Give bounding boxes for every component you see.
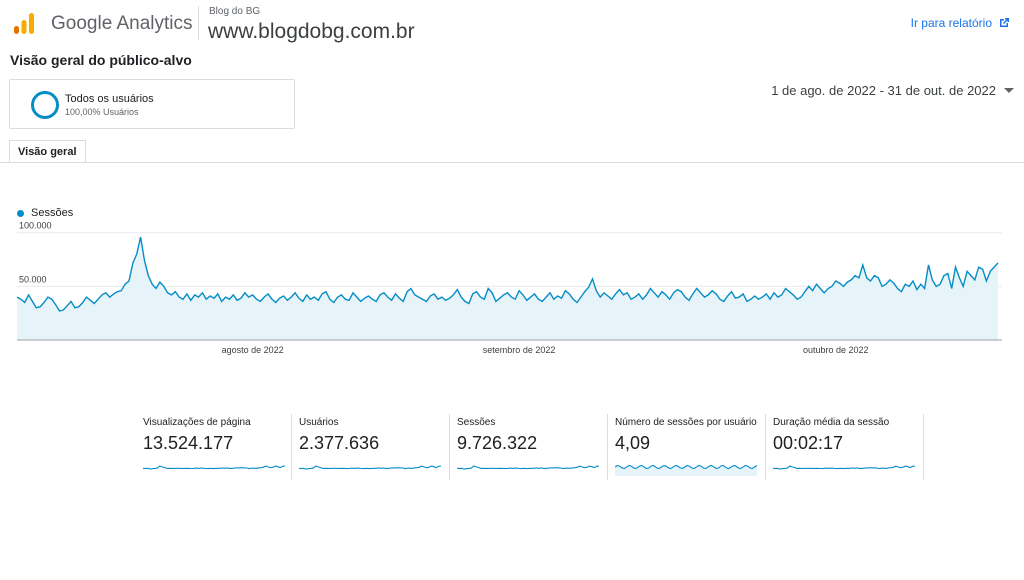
segment-name: Todos os usuários <box>65 93 154 105</box>
metric-sparkline <box>615 464 757 476</box>
header-divider <box>198 6 199 40</box>
x-tick-label: setembro de 2022 <box>483 345 556 355</box>
metric-divider <box>765 414 766 480</box>
property-label[interactable]: Blog do BG <box>209 6 261 17</box>
metric-label: Visualizações de página <box>143 417 251 428</box>
metric-divider <box>923 414 924 480</box>
analytics-logo-icon[interactable] <box>12 12 36 36</box>
metric-value: 9.726.322 <box>457 433 538 453</box>
metric-label: Usuários <box>299 417 339 428</box>
metric-divider <box>291 414 292 480</box>
caret-down-icon <box>1004 88 1014 93</box>
metric-pageviews[interactable]: Visualizações de página 13.524.177 <box>137 412 289 482</box>
metric-sessions-per-user[interactable]: Número de sessões por usuário 4,09 <box>609 412 761 482</box>
metric-value: 2.377.636 <box>299 433 380 453</box>
date-range-picker[interactable]: 1 de ago. de 2022 - 31 de out. de 2022 <box>771 83 1014 98</box>
metric-value: 4,09 <box>615 433 651 453</box>
brand-name: Google Analytics <box>51 13 193 34</box>
metric-value: 00:02:17 <box>773 433 844 453</box>
metric-users[interactable]: Usuários 2.377.636 <box>293 412 445 482</box>
sessions-line <box>16 236 999 312</box>
go-to-report-label: Ir para relatório <box>910 16 992 30</box>
metric-label: Sessões <box>457 417 496 428</box>
metric-sparkline <box>299 465 441 470</box>
header: Google Analytics Blog do BG www.blogdobg… <box>0 0 1024 46</box>
metric-sparkline <box>143 465 285 470</box>
tab-overview[interactable]: Visão geral <box>9 140 86 163</box>
open-external-icon <box>1000 18 1009 27</box>
sessions-chart[interactable]: 100.000 50.000 agosto de 2022 setembro de 2… <box>0 222 1024 362</box>
x-tick-label: outubro de 2022 <box>803 345 869 355</box>
sparkline-area <box>615 465 757 476</box>
page-title: Visão geral do público-alvo <box>10 52 192 68</box>
metric-label: Duração média da sessão <box>773 417 890 428</box>
metric-sessions[interactable]: Sessões 9.726.322 <box>451 412 603 482</box>
date-range-text: 1 de ago. de 2022 - 31 de out. de 2022 <box>771 83 996 98</box>
metric-label: Número de sessões por usuário <box>615 417 757 428</box>
y-tick-label: 100.000 <box>19 222 52 231</box>
sparkline-line <box>773 465 915 470</box>
x-tick-label: agosto de 2022 <box>222 345 284 355</box>
tabs-divider <box>0 162 1024 163</box>
sessions-area <box>17 237 998 340</box>
metric-divider <box>607 414 608 480</box>
metric-sparkline <box>457 465 599 470</box>
metrics-row: Visualizações de página 13.524.177 Usuár… <box>137 412 937 486</box>
segment-subtitle: 100,00% Usuários <box>65 107 139 117</box>
metric-avg-session-duration[interactable]: Duração média da sessão 00:02:17 <box>767 412 919 482</box>
metric-divider <box>449 414 450 480</box>
sparkline-line <box>457 465 599 470</box>
metric-sparkline <box>773 465 915 470</box>
sparkline-line <box>299 465 441 470</box>
y-tick-label: 50.000 <box>19 274 47 284</box>
sparkline-line <box>143 465 285 470</box>
metric-value: 13.524.177 <box>143 433 234 453</box>
legend-label: Sessões <box>31 207 74 219</box>
chart-legend[interactable]: Sessões <box>17 207 73 219</box>
sparkline-line <box>615 464 757 470</box>
segment-card[interactable]: Todos os usuários 100,00% Usuários <box>9 79 295 129</box>
segment-ring-icon <box>31 91 59 119</box>
go-to-report-link[interactable]: Ir para relatório <box>911 16 1010 30</box>
legend-dot <box>17 209 24 217</box>
property-name[interactable]: www.blogdobg.com.br <box>208 20 415 43</box>
